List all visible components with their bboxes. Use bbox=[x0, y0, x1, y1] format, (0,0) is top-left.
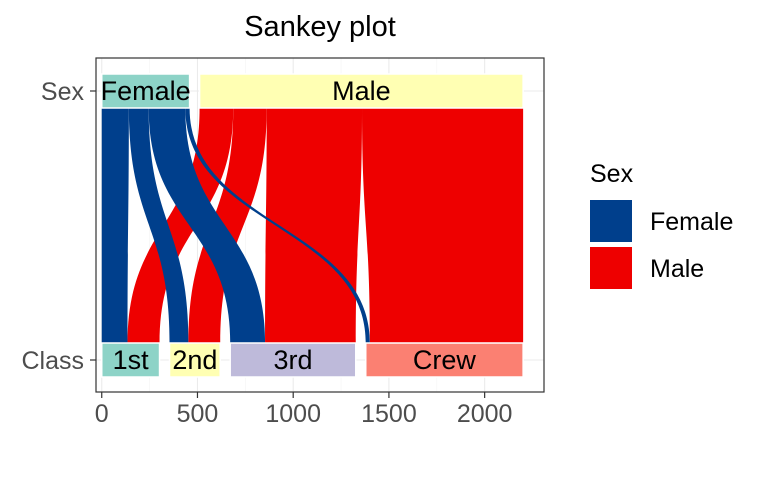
legend-label-male: Male bbox=[650, 255, 704, 283]
y-tick-label-class: Class bbox=[21, 347, 84, 375]
panel-border bbox=[95, 57, 545, 393]
stratum-label-1st: 1st bbox=[113, 345, 150, 375]
stratum-class-3rd bbox=[229, 342, 357, 378]
flow-male-2nd bbox=[188, 108, 267, 343]
x-tick-label-500: 500 bbox=[177, 400, 219, 428]
legend: Sex Female Male bbox=[590, 160, 733, 289]
stratum-class-2nd bbox=[168, 342, 221, 378]
flow-male-crew bbox=[362, 108, 524, 343]
flow-female-crew bbox=[185, 108, 370, 343]
flow-female-1st bbox=[101, 108, 129, 343]
legend-title: Sex bbox=[590, 160, 634, 188]
flow-female-3rd bbox=[148, 108, 266, 343]
stratum-class-1st bbox=[100, 342, 161, 378]
stratum-class-crew bbox=[365, 342, 524, 378]
flow-male-3rd bbox=[265, 108, 363, 343]
x-tick-label-0: 0 bbox=[95, 400, 109, 428]
chart-title: Sankey plot bbox=[244, 11, 396, 43]
legend-key-female bbox=[590, 200, 632, 242]
y-tick-label-sex: Sex bbox=[41, 78, 85, 106]
x-tick-label-1000: 1000 bbox=[265, 400, 321, 428]
legend-key-male bbox=[590, 247, 632, 289]
stratum-label-2nd: 2nd bbox=[172, 345, 217, 375]
stratum-sex-male bbox=[198, 73, 524, 109]
flow-female-2nd bbox=[128, 108, 189, 343]
legend-label-female: Female bbox=[650, 208, 733, 236]
stratum-label-female: Female bbox=[101, 76, 191, 106]
stratum-label-3rd: 3rd bbox=[273, 345, 312, 375]
x-tick-label-1500: 1500 bbox=[361, 400, 417, 428]
strata: Female Male 1st 2nd 3rd Crew bbox=[100, 73, 524, 378]
stratum-label-crew: Crew bbox=[413, 345, 477, 375]
flows bbox=[101, 108, 524, 343]
plot-panel: Female Male 1st 2nd 3rd Crew Sex Class 0 500 1000 1… bbox=[21, 57, 545, 428]
x-tick-label-2000: 2000 bbox=[457, 400, 513, 428]
stratum-label-male: Male bbox=[332, 76, 391, 106]
stratum-sex-female bbox=[100, 73, 191, 109]
